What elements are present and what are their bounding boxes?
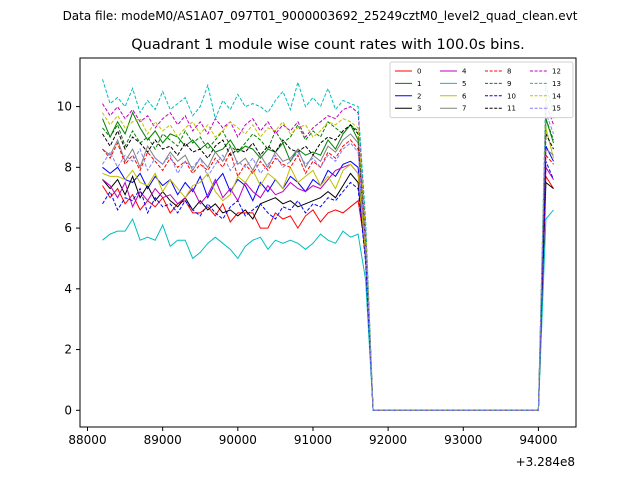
legend-label-13: 13 — [552, 80, 561, 88]
figure-suptitle: Data file: modeM0/AS1A07_097T01_90000036… — [63, 9, 578, 23]
legend-label-14: 14 — [552, 92, 561, 100]
y-tick-label: 0 — [64, 403, 72, 417]
series-line-10 — [102, 161, 554, 411]
series-line-14 — [102, 97, 554, 411]
legend-label-5: 5 — [462, 80, 466, 88]
y-tick-label: 6 — [64, 221, 72, 235]
y-tick-label: 2 — [64, 343, 72, 357]
series-line-11 — [102, 124, 554, 411]
legend-label-15: 15 — [552, 105, 561, 113]
series-line-12 — [102, 103, 554, 411]
x-offset-label: +3.284e8 — [516, 455, 575, 469]
series-line-13 — [102, 79, 554, 411]
chart-title: Quadrant 1 module wise count rates with … — [131, 37, 525, 53]
legend-label-1: 1 — [417, 80, 421, 88]
x-tick-label: 89000 — [144, 433, 182, 447]
legend-label-0: 0 — [417, 68, 421, 76]
legend-label-2: 2 — [417, 92, 421, 100]
series-line-9 — [102, 118, 554, 411]
y-tick-label: 8 — [64, 160, 72, 174]
series-line-8 — [102, 139, 554, 411]
series-line-2 — [102, 145, 554, 411]
series-line-3 — [102, 172, 554, 411]
x-tick-label: 90000 — [219, 433, 257, 447]
x-tick-label: 94000 — [519, 433, 557, 447]
legend-label-12: 12 — [552, 68, 561, 76]
series-line-6 — [102, 127, 554, 411]
y-tick-label: 10 — [57, 100, 72, 114]
legend-label-11: 11 — [507, 105, 516, 113]
axes-layer: 88000 89000 90000 91000 92000 93000 94000 0 2 4 6 8… — [57, 57, 577, 447]
x-tick-label: 88000 — [68, 433, 106, 447]
series-line-4 — [102, 163, 554, 411]
plot-frame — [79, 57, 577, 428]
legend-label-3: 3 — [417, 105, 421, 113]
legend-label-6: 6 — [462, 92, 467, 100]
x-tick-label: 93000 — [444, 433, 482, 447]
legend-label-4: 4 — [462, 68, 467, 76]
legend-label-10: 10 — [507, 92, 516, 100]
series-line-1 — [102, 111, 554, 411]
legend-label-7: 7 — [462, 105, 466, 113]
legend-label-9: 9 — [507, 80, 511, 88]
x-tick-label: 92000 — [369, 433, 407, 447]
series-line-15 — [102, 112, 554, 411]
legend-label-8: 8 — [507, 68, 511, 76]
legend-box — [389, 61, 574, 119]
x-tick-label: 91000 — [294, 433, 332, 447]
series-line-5 — [102, 209, 554, 411]
series-layer — [102, 79, 554, 411]
y-tick-label: 4 — [64, 282, 72, 296]
series-line-7 — [102, 133, 554, 411]
